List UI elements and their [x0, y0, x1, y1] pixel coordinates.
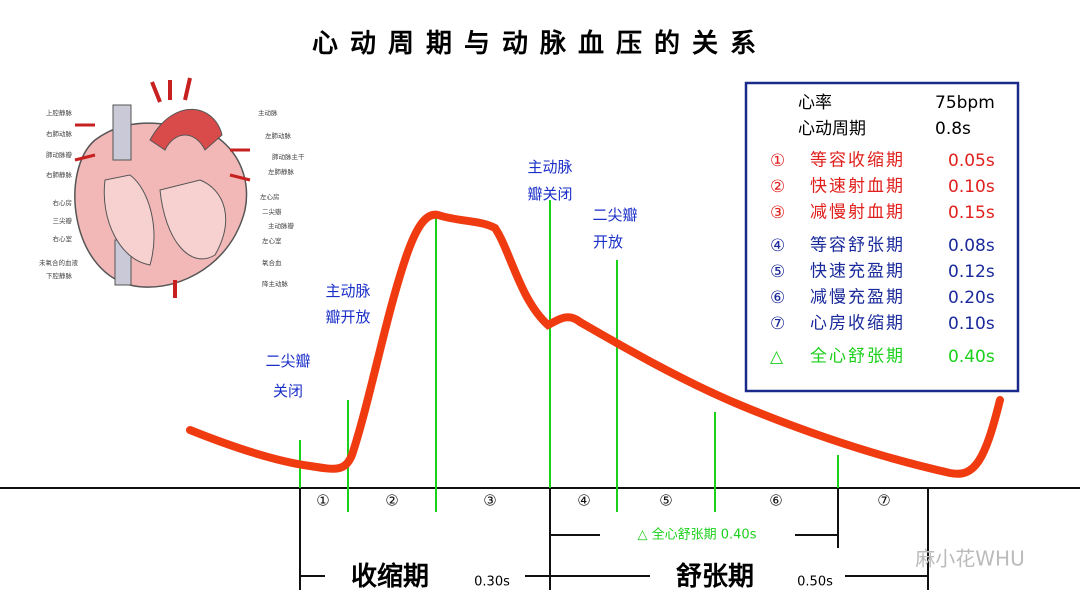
phase-marker: ⑤ — [770, 262, 785, 282]
heart-labels: 上腔静脉 右肺动脉 肺动脉瓣 右肺静脉 右心房 三尖瓣 右心室 未氧合的血液 下… — [39, 108, 305, 288]
phase-name: 全心舒张期 — [810, 347, 905, 367]
annotation: 瓣关闭 — [527, 185, 572, 203]
phase-duration: 0.12s — [948, 262, 995, 282]
watermark: 麻小花WHU — [915, 547, 1024, 571]
heart-rate-value: 75bpm — [935, 93, 995, 113]
diastole-span: △ 全心舒张期 0.40s — [638, 527, 757, 543]
heart-label: 右肺静脉 — [46, 170, 73, 179]
pressure-curve — [186, 210, 1004, 478]
cycle-label: 心动周期 — [798, 119, 866, 139]
phase-number: ⑦ — [877, 492, 890, 510]
heart-label: 肺动脉主干 — [272, 152, 305, 161]
heart-label: 左心室 — [262, 236, 282, 245]
phase-marker: ④ — [770, 236, 785, 256]
heart-label: 未氧合的血液 — [39, 258, 79, 267]
phase-name: 等容收缩期 — [810, 151, 905, 171]
phase-marker: ② — [770, 177, 785, 197]
label-bg — [650, 560, 845, 594]
heart-illustration — [74, 77, 251, 298]
heart-label: 上腔静脉 — [46, 108, 73, 117]
heart-label: 左肺静脉 — [268, 167, 295, 176]
phase-duration: 0.08s — [948, 236, 995, 256]
heart-label: 左肺动脉 — [265, 131, 292, 140]
phase-number: ③ — [483, 492, 496, 510]
heart-label: 右肺动脉 — [46, 129, 73, 138]
phase-duration: 0.15s — [948, 203, 995, 223]
phase-name: 减慢充盈期 — [810, 287, 905, 308]
phase-markers: ① ② ③ ④ ⑤ ⑥ ⑦ — [316, 492, 890, 510]
phase-name: 快速充盈期 — [810, 262, 905, 282]
phase-marker: ⑥ — [770, 288, 785, 308]
label-bg — [600, 524, 795, 546]
phase-duration: 0.20s — [948, 288, 995, 308]
heart-label: 下腔静脉 — [46, 271, 73, 280]
phase-number: ② — [385, 492, 398, 510]
heart-label: 氧合血 — [262, 258, 282, 267]
annotation: 二尖瓣 — [265, 352, 310, 370]
heart-label: 肺动脉瓣 — [46, 150, 73, 159]
heart-label: 三尖瓣 — [53, 216, 73, 225]
phase-duration: 0.05s — [948, 151, 995, 171]
label-bg — [325, 560, 525, 594]
heart-label: 右心室 — [53, 234, 73, 243]
phase-number: ⑥ — [769, 492, 782, 510]
phase-number: ① — [316, 492, 329, 510]
annotation: 主动脉 — [527, 158, 572, 176]
heart-label: 二尖瓣 — [262, 207, 282, 216]
phase-name: 快速射血期 — [810, 177, 905, 197]
heart-label: 主动脉 — [258, 108, 278, 117]
annotation: 瓣开放 — [325, 308, 370, 326]
annotation: 二尖瓣 — [592, 206, 637, 224]
cycle-value: 0.8s — [935, 119, 971, 139]
phase-duration: 0.10s — [948, 314, 995, 334]
phase-marker: ⑦ — [770, 314, 785, 334]
diastole-duration: 0.50s — [797, 575, 833, 590]
info-box — [744, 81, 1020, 393]
phase-marker: ③ — [770, 203, 785, 223]
phase-name: 等容舒张期 — [810, 236, 905, 256]
phase-marker: ① — [770, 151, 785, 171]
diastole-label: 舒张期 — [676, 561, 754, 592]
annotation: 关闭 — [273, 382, 303, 400]
heart-label: 降主动脉 — [262, 279, 289, 288]
phase-name: 减慢射血期 — [810, 202, 905, 223]
heart-rate-label: 心率 — [798, 93, 832, 113]
phase-number: ⑤ — [659, 492, 672, 510]
phase-duration: 0.40s — [948, 347, 995, 367]
phase-name: 心房收缩期 — [810, 314, 905, 334]
phase-marker: △ — [770, 347, 784, 367]
systole-duration: 0.30s — [474, 575, 510, 590]
phase-list: ① 等容收缩期 0.05s ② 快速射血期 0.10s ③ 减慢射血期 0.15s ④ 等容舒张期 0… — [770, 151, 995, 368]
annotation: 开放 — [593, 233, 623, 251]
phase-number: ④ — [577, 492, 590, 510]
heart-label: 左心房 — [260, 192, 280, 201]
heart-label: 右心房 — [53, 198, 73, 207]
heart-label: 主动脉瓣 — [268, 221, 295, 230]
systole-label: 收缩期 — [351, 561, 429, 592]
title: 心动周期与动脉血压的关系 — [312, 28, 768, 59]
annotation: 主动脉 — [325, 282, 370, 300]
phase-duration: 0.10s — [948, 177, 995, 197]
